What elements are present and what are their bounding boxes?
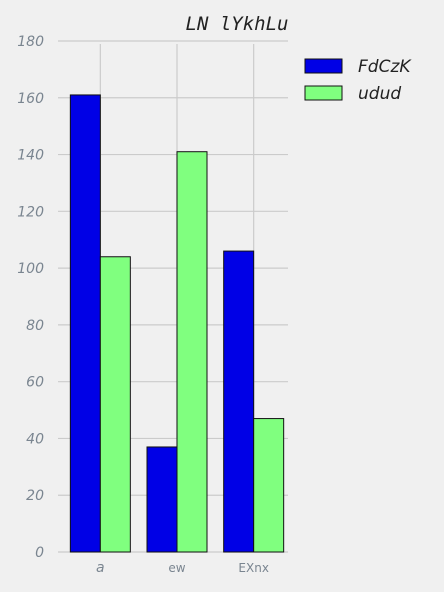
- y-tick-label: 180: [17, 34, 44, 50]
- x-tick-label: a: [96, 560, 105, 576]
- y-tick-label: 100: [17, 261, 44, 277]
- bars: [69, 94, 285, 553]
- y-axis-ticks: 0 20 40 60 80 100 120 140 160 180: [17, 34, 44, 561]
- bar-FdCzK-ew: [146, 446, 178, 553]
- bar-FdCzK-a: [69, 94, 101, 553]
- bar-FdCzK-EXnx: [223, 250, 255, 553]
- x-axis-ticks: a ew EXnx: [96, 560, 269, 576]
- y-tick-label: 120: [17, 204, 44, 220]
- x-tick-label: EXnx: [238, 561, 269, 575]
- legend-swatch-udud: [304, 85, 343, 101]
- legend-swatch-FdCzK: [304, 58, 343, 74]
- legend-label: udud: [358, 84, 401, 104]
- y-tick-label: 80: [26, 318, 44, 334]
- legend: FdCzK udud: [304, 57, 412, 104]
- x-tick-label: ew: [168, 561, 185, 575]
- legend-label: FdCzK: [358, 57, 412, 77]
- y-tick-label: 140: [17, 148, 44, 164]
- y-tick-label: 40: [26, 431, 44, 447]
- bar-udud-a: [99, 256, 131, 553]
- chart-title: LN lYkhLu: [186, 13, 289, 35]
- y-tick-label: 160: [17, 91, 44, 107]
- y-tick-label: 60: [26, 375, 44, 391]
- bar-udud-EXnx: [253, 418, 285, 553]
- y-tick-label: 20: [26, 488, 44, 504]
- y-tick-label: 0: [35, 545, 44, 561]
- bar-udud-ew: [176, 151, 208, 553]
